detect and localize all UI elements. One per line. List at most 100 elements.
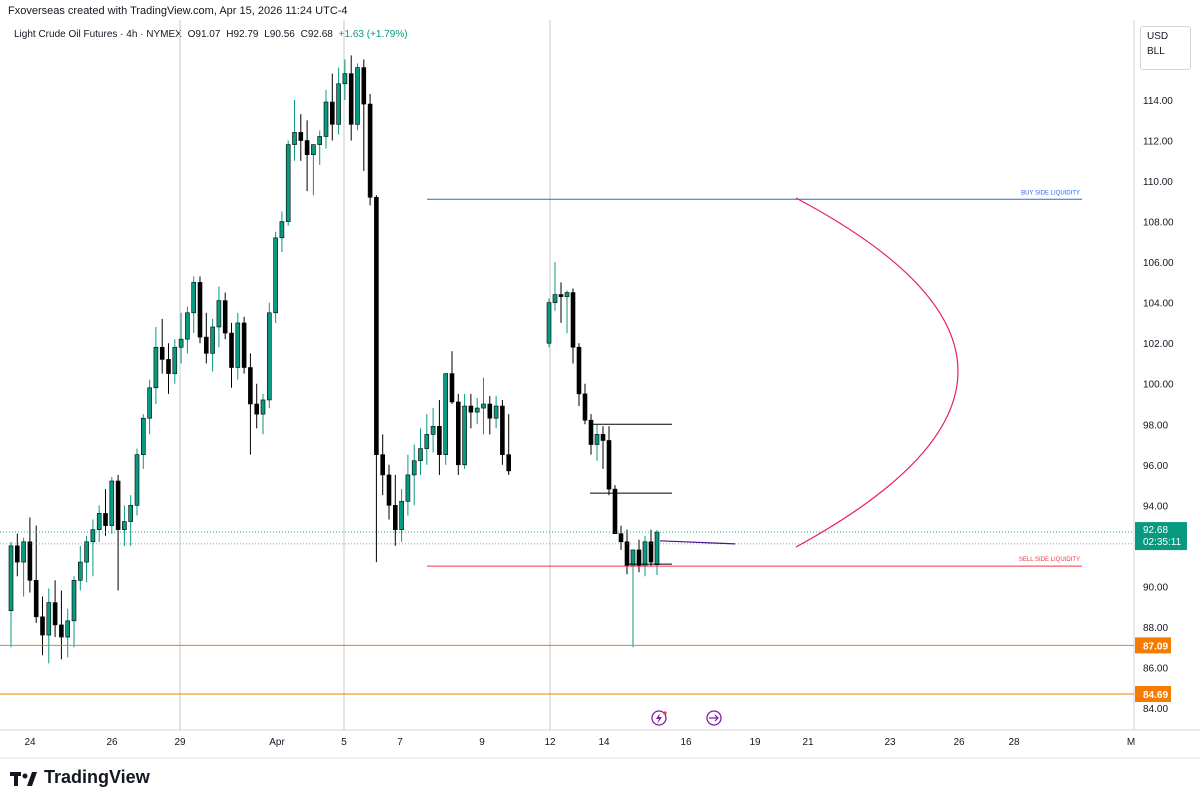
symbol-name[interactable]: Light Crude Oil Futures · 4h · NYMEX (14, 29, 182, 40)
current-price-label: 92.68 (1143, 525, 1168, 536)
arrow-right-icon (709, 714, 719, 722)
candle-body (21, 541, 26, 563)
author-header: Fxoverseas created with TradingView.com,… (8, 5, 348, 17)
candle-body (210, 326, 215, 354)
candle-body (260, 399, 266, 415)
candle-body (304, 140, 310, 156)
candle-body (329, 101, 335, 125)
notification-dot-icon (663, 711, 667, 715)
candle-body (191, 282, 196, 314)
candle-body (222, 300, 228, 334)
candle-body (411, 460, 417, 476)
candle-body (317, 136, 323, 145)
candle-body (654, 531, 660, 566)
candle-body (40, 616, 45, 636)
candle-body (292, 132, 297, 145)
price-tick-label: 84.00 (1143, 704, 1168, 715)
ohlc-change: +1.63 (+1.79%) (338, 29, 408, 40)
candle-body (178, 338, 184, 348)
tradingview-logo-icon (10, 771, 37, 786)
time-tick-label: Apr (269, 737, 285, 748)
candle-body (96, 513, 102, 530)
candle-body (248, 367, 253, 405)
candle-body (424, 434, 430, 449)
tradingview-logo: TradingView (10, 767, 150, 788)
price-tick-label: 110.00 (1143, 177, 1173, 188)
candle-body (153, 346, 159, 389)
candle-body (582, 393, 588, 421)
candle-body (481, 403, 486, 409)
candle-body (392, 505, 398, 530)
candle-body (348, 73, 354, 125)
candle-body (355, 67, 360, 125)
time-tick-label: 23 (884, 737, 896, 748)
candle-body (122, 521, 127, 530)
candle-body (380, 454, 386, 476)
unit-label[interactable]: BLL (1147, 46, 1165, 57)
candle-body (147, 387, 152, 419)
level-price-label: 84.69 (1143, 690, 1168, 701)
candle-body (46, 602, 52, 636)
candle-body (576, 346, 582, 395)
candle-body (342, 73, 348, 85)
price-tick-label: 108.00 (1143, 218, 1174, 229)
candle-body (474, 407, 480, 413)
candle-body (493, 405, 499, 419)
time-tick-label: 29 (174, 737, 186, 748)
candle-body (115, 480, 121, 530)
candle-body (455, 401, 461, 466)
time-tick-label: 26 (953, 737, 965, 748)
forward-arrow-icon (706, 710, 722, 726)
candle-body (103, 513, 108, 526)
candle-body (134, 454, 140, 506)
price-tick-label: 114.00 (1143, 96, 1173, 107)
time-tick-label: 24 (24, 737, 36, 748)
candle-body (166, 359, 171, 374)
candle-body (386, 474, 392, 506)
candle-body (600, 434, 606, 441)
candle-body (606, 440, 612, 490)
lightning-bolt-icon (656, 713, 662, 724)
candle-body (405, 474, 411, 502)
price-tick-label: 96.00 (1143, 461, 1168, 472)
candle-body (570, 292, 576, 348)
currency-label[interactable]: USD (1147, 31, 1169, 42)
candle-body (487, 403, 493, 419)
candle-body (546, 302, 552, 344)
level-price-box (1135, 637, 1171, 654)
ohlc-high: H92.79 (226, 29, 259, 40)
price-tick-label: 102.00 (1143, 339, 1174, 350)
candle-body (197, 282, 203, 338)
ohlc-open: O91.07 (187, 29, 221, 40)
candle-body (109, 480, 115, 526)
candle-body (78, 561, 83, 581)
candle-body (443, 373, 449, 455)
countdown-label: 02:35:11 (1143, 537, 1182, 548)
candle-body (468, 405, 474, 413)
price-tick-label: 106.00 (1143, 258, 1174, 269)
candle-body (185, 312, 190, 340)
candle-body (90, 529, 96, 543)
candle-body (618, 533, 624, 543)
candle-body (27, 541, 33, 581)
candle-body (254, 403, 259, 415)
candle-body (612, 488, 618, 535)
sell-side-liquidity-label: SELL SIDE LIQUIDITY (1019, 557, 1080, 563)
candle-body (141, 417, 146, 455)
price-tick-label: 88.00 (1143, 623, 1168, 634)
price-tick-label: 86.00 (1143, 663, 1168, 674)
candle-body (8, 545, 14, 612)
candle-body (648, 541, 654, 563)
current-price-box (1135, 522, 1187, 551)
candle-body (336, 83, 341, 125)
time-tick-label: 19 (749, 737, 761, 748)
time-tick-label: 21 (802, 737, 814, 748)
currency-unit-selector[interactable]: USD BLL (1140, 26, 1191, 70)
candle-body (462, 405, 467, 466)
ohlc-close: C92.68 (300, 29, 333, 40)
candle-body (564, 292, 570, 297)
candle-body (298, 132, 304, 141)
time-tick-label: 14 (598, 737, 610, 748)
candle-body (418, 448, 423, 462)
